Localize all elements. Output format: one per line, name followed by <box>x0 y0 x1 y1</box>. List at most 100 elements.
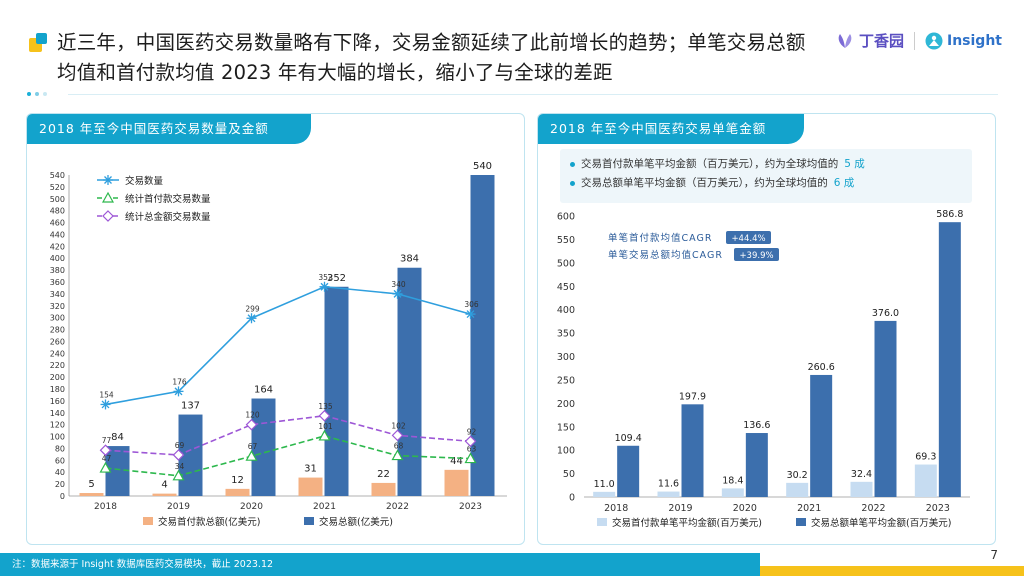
bar-label-downpayment: 12 <box>231 475 244 486</box>
bar-label-downpayment: 4 <box>161 480 167 491</box>
legend-label: 统计首付款交易数量 <box>125 193 211 205</box>
bar-downpayment-avg <box>721 488 744 497</box>
line-value-label: 77 <box>102 436 112 445</box>
bar-label-deal-total: 164 <box>254 385 273 396</box>
y-tick-label: 520 <box>50 183 65 192</box>
y-tick-label: 420 <box>50 242 65 251</box>
dxy-logo: 丁香园 <box>835 30 904 51</box>
x-tick-label: 2022 <box>386 502 409 512</box>
line-value-label: 34 <box>175 462 185 471</box>
right-chart-panel: 2018 年至今中国医药交易单笔金额 交易首付款单笔平均金额（百万美元），约为全… <box>537 113 996 545</box>
insight-logo-text: Insight <box>947 32 1002 49</box>
bar-deal-avg <box>874 320 897 497</box>
x-tick-label: 2022 <box>861 503 885 514</box>
y-tick-label: 140 <box>50 409 65 418</box>
bar-downpayment-avg <box>786 482 809 497</box>
bullet-dot <box>570 162 575 167</box>
y-tick-label: 200 <box>557 399 575 410</box>
note-2-highlight: 6 成 <box>833 177 855 189</box>
bar-deal-total <box>251 398 276 496</box>
bar-label-deal-avg: 197.9 <box>679 391 706 402</box>
footer-accent-bar <box>760 566 1024 576</box>
bar-label-deal-avg: 376.0 <box>872 308 899 319</box>
bar-downpayment-avg <box>657 491 680 497</box>
title-bullet-icon <box>29 33 47 52</box>
y-tick-label: 180 <box>50 385 65 394</box>
bar-downpayment-total <box>225 488 250 496</box>
y-tick-label: 600 <box>557 212 575 223</box>
line-value-label: 340 <box>391 280 406 289</box>
y-tick-label: 20 <box>55 480 65 489</box>
footer-note: 注：数据来源于 Insight 数据库医药交易模块，截止 2023.12 <box>0 553 760 576</box>
bar-downpayment-avg <box>914 464 937 497</box>
bar-deal-avg <box>617 445 640 497</box>
bar-label-downpayment: 22 <box>377 469 390 480</box>
bar-deal-avg <box>810 374 833 497</box>
y-tick-label: 300 <box>50 314 65 323</box>
bar-deal-avg <box>745 433 768 497</box>
dxy-logo-text: 丁香园 <box>858 32 904 50</box>
bar-label-deal-avg: 136.6 <box>743 420 770 431</box>
bar-label-downpayment-avg: 18.4 <box>722 475 743 486</box>
bar-deal-avg <box>681 404 704 497</box>
bar-label-deal-total: 137 <box>181 401 200 412</box>
bar-downpayment-total <box>79 493 104 496</box>
bar-label-downpayment-avg: 32.4 <box>851 469 872 480</box>
legend-swatch-deal-total <box>304 517 314 525</box>
line-value-label: 299 <box>245 304 260 313</box>
y-tick-label: 280 <box>50 326 65 335</box>
bar-label-downpayment-avg: 69.3 <box>915 452 936 463</box>
y-tick-label: 350 <box>557 329 575 340</box>
y-tick-label: 120 <box>50 421 65 430</box>
y-tick-label: 100 <box>50 433 65 442</box>
y-tick-label: 40 <box>55 468 65 477</box>
y-tick-label: 450 <box>557 282 575 293</box>
page-number: 7 <box>990 548 998 562</box>
insight-logo-icon <box>925 32 943 49</box>
legend-label: 交易首付款单笔平均金额(百万美元) <box>612 517 762 529</box>
line-marker-triangle <box>99 461 112 473</box>
y-tick-label: 360 <box>50 278 65 287</box>
bar-downpayment-avg <box>593 491 616 497</box>
bar-deal-total <box>324 286 349 496</box>
dxy-flower-icon <box>838 33 852 48</box>
left-chart-panel: 2018 年至今中国医药交易数量及金额 0 20 40 60 80 100 120 140 16… <box>26 113 525 545</box>
line-marker-triangle <box>464 452 477 464</box>
line-value-label: 67 <box>248 442 258 451</box>
y-tick-label: 220 <box>50 361 65 370</box>
line-marker-diamond <box>245 418 258 431</box>
line-value-label: 352 <box>318 273 333 282</box>
y-tick-label: 480 <box>50 207 65 216</box>
y-tick-label: 200 <box>50 373 65 382</box>
legend-swatch-downpayment <box>143 517 153 525</box>
y-tick-label: 160 <box>50 397 65 406</box>
line-value-label: 68 <box>394 442 404 451</box>
line-marker-triangle <box>391 449 404 461</box>
bar-label-deal-avg: 586.8 <box>936 209 963 220</box>
x-tick-label: 2019 <box>668 503 692 514</box>
x-tick-label: 2023 <box>459 502 482 512</box>
x-tick-label: 2021 <box>313 502 336 512</box>
legend-swatch-downpayment-avg <box>597 518 607 526</box>
bar-label-deal-avg: 260.6 <box>808 362 835 373</box>
line-marker-diamond <box>102 210 114 222</box>
legend-swatch-deal-avg <box>796 518 806 526</box>
line-marker-triangle <box>318 429 331 441</box>
bar-downpayment-total <box>371 482 396 496</box>
series-line-star <box>105 285 471 406</box>
note-1-highlight: 5 成 <box>844 158 865 170</box>
logo-divider <box>914 31 915 50</box>
y-tick-label: 260 <box>50 337 65 346</box>
line-marker-star <box>393 289 402 298</box>
y-tick-label: 440 <box>50 230 65 239</box>
line-marker-diamond <box>464 435 477 448</box>
bar-label-downpayment: 5 <box>88 479 94 490</box>
line-value-label: 176 <box>172 377 187 386</box>
line-value-label: 306 <box>464 300 479 309</box>
line-marker-triangle <box>101 191 115 203</box>
per-deal-amount-chart: 0 50 100 150 200 250 300 350 400 450 500 550 600 2018… <box>557 209 970 529</box>
logo-area: 丁香园 Insight <box>835 30 1002 51</box>
y-tick-label: 80 <box>55 444 65 453</box>
y-tick-label: 150 <box>557 422 575 433</box>
bar-downpayment-total <box>152 493 177 496</box>
